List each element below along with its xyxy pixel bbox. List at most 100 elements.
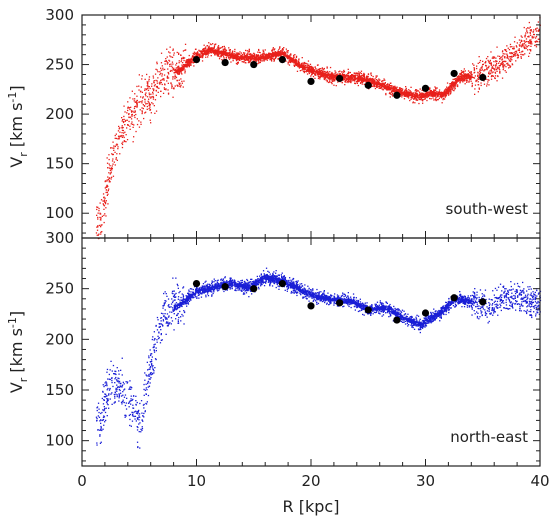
cloud-point <box>468 81 469 82</box>
cloud-point <box>491 79 492 80</box>
data-point <box>451 70 458 77</box>
cloud-point <box>496 47 497 48</box>
cloud-point <box>525 42 526 43</box>
cloud-point <box>212 43 213 44</box>
cloud-point <box>327 71 328 72</box>
cloud-point <box>528 45 529 46</box>
cloud-point <box>419 95 421 97</box>
cloud-point <box>514 54 515 55</box>
cloud-point <box>491 70 492 71</box>
cloud-point <box>294 60 296 62</box>
cloud-point <box>241 52 242 53</box>
cloud-point <box>258 60 260 62</box>
cloud-point <box>474 67 475 68</box>
cloud-point <box>104 198 105 199</box>
cloud-point <box>157 71 158 72</box>
cloud-point <box>122 401 123 402</box>
cloud-point <box>475 81 476 82</box>
cloud-point <box>479 70 480 71</box>
cloud-point <box>128 113 129 114</box>
cloud-point <box>305 65 307 67</box>
cloud-point <box>122 119 123 120</box>
cloud-point <box>526 38 527 39</box>
cloud-point <box>348 76 350 78</box>
cloud-point <box>355 77 357 79</box>
cloud-point <box>390 96 391 97</box>
cloud-point <box>100 217 101 218</box>
cloud-point <box>431 98 432 99</box>
cloud-point <box>368 76 369 77</box>
cloud-point <box>224 57 225 58</box>
cloud-point <box>197 53 199 55</box>
cloud-point <box>226 57 227 58</box>
cloud-point <box>519 39 520 40</box>
cloud-point <box>350 81 351 82</box>
cloud-point <box>385 94 386 95</box>
cloud-point <box>415 89 416 90</box>
cloud-point <box>360 301 361 302</box>
cloud-point <box>118 138 119 139</box>
cloud-point <box>509 52 510 53</box>
cloud-point <box>206 52 208 54</box>
cloud-point <box>378 86 380 88</box>
cloud-point <box>505 288 506 289</box>
cloud-point <box>280 54 282 56</box>
cloud-point <box>215 44 216 45</box>
cloud-point <box>254 54 255 55</box>
cloud-point <box>506 72 507 73</box>
cloud-point <box>111 169 112 170</box>
cloud-point <box>494 68 495 69</box>
cloud-point <box>175 75 176 76</box>
cloud-point <box>401 88 402 89</box>
cloud-point <box>411 97 413 99</box>
cloud-point <box>343 70 344 71</box>
cloud-point <box>417 95 419 97</box>
cloud-point <box>317 64 318 65</box>
cloud-point <box>471 314 472 315</box>
cloud-point <box>214 46 215 47</box>
cloud-point <box>263 270 264 271</box>
cloud-point <box>370 73 371 74</box>
cloud-point <box>129 126 130 127</box>
cloud-point <box>444 92 446 94</box>
cloud-point <box>471 74 473 76</box>
cloud-point <box>117 144 118 145</box>
cloud-point <box>161 75 162 76</box>
cloud-point <box>109 165 110 166</box>
cloud-point <box>100 413 101 414</box>
cloud-point <box>533 31 534 32</box>
cloud-point <box>163 80 164 81</box>
cloud-point <box>344 71 345 72</box>
cloud-point <box>96 418 97 419</box>
cloud-point <box>308 60 309 61</box>
cloud-point <box>155 80 156 81</box>
data-point <box>193 56 200 63</box>
cloud-point <box>529 53 530 54</box>
cloud-point <box>461 76 463 78</box>
cloud-point <box>165 319 166 320</box>
cloud-point <box>415 95 417 97</box>
data-point <box>307 78 314 85</box>
cloud-point <box>495 58 496 59</box>
cloud-point <box>513 289 514 290</box>
cloud-point <box>249 51 250 52</box>
cloud-point <box>344 84 345 85</box>
cloud-point <box>263 56 265 58</box>
cloud-point <box>418 316 419 317</box>
cloud-point <box>435 95 437 97</box>
cloud-point <box>381 81 382 82</box>
cloud-point <box>109 178 110 179</box>
cloud-point <box>358 85 359 86</box>
cloud-point <box>107 192 108 193</box>
cloud-point <box>506 57 507 58</box>
cloud-point <box>222 52 224 54</box>
cloud-point <box>205 296 206 297</box>
cloud-point <box>452 83 454 85</box>
cloud-point <box>530 42 531 43</box>
cloud-point <box>148 90 149 91</box>
cloud-point <box>136 103 137 104</box>
cloud-point <box>273 61 274 62</box>
cloud-point <box>181 58 182 59</box>
cloud-point <box>149 376 150 377</box>
cloud-point <box>111 167 112 168</box>
